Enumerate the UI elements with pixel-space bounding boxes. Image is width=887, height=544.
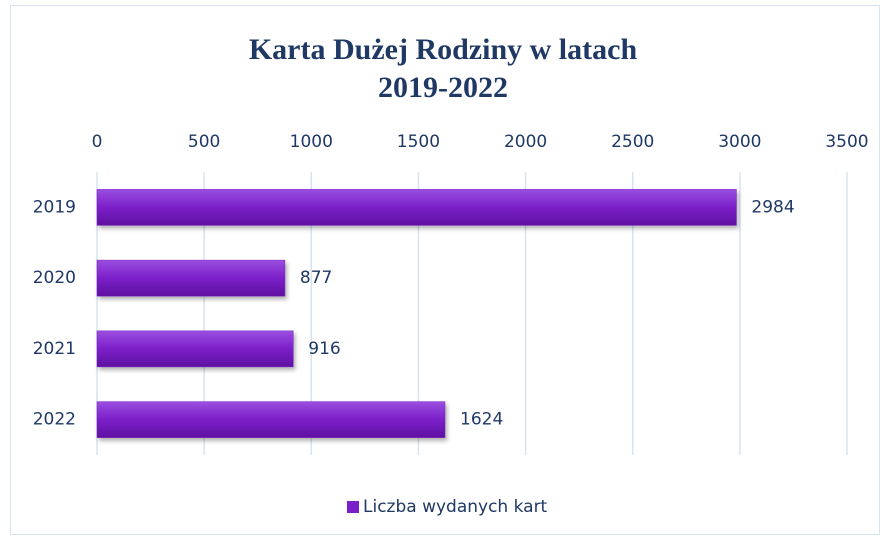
chart-title: 2019-2022 <box>378 71 508 104</box>
data-label: 877 <box>300 268 332 288</box>
bar <box>96 189 737 226</box>
x-tick-label: 2500 <box>611 132 654 152</box>
legend-label: Liczba wydanych kart <box>363 497 548 517</box>
y-tick-label: 2021 <box>33 339 76 359</box>
chart-title: Karta Dużej Rodziny w latach <box>249 33 638 66</box>
x-tick-label: 2000 <box>504 132 547 152</box>
bar <box>96 330 294 368</box>
y-tick-label: 2019 <box>33 197 76 217</box>
x-tick-label: 1000 <box>290 132 333 152</box>
x-tick-label: 3000 <box>718 132 761 152</box>
legend-swatch <box>347 501 359 513</box>
bar <box>96 259 286 297</box>
y-tick-label: 2022 <box>33 410 76 430</box>
x-tick-label: 1500 <box>397 132 440 152</box>
data-label: 1624 <box>460 410 503 430</box>
data-label: 2984 <box>751 197 794 217</box>
x-tick-label: 500 <box>188 132 220 152</box>
bar <box>96 401 446 438</box>
y-tick-label: 2020 <box>33 268 76 288</box>
x-tick-label: 0 <box>92 132 103 152</box>
x-tick-label: 3500 <box>825 132 868 152</box>
data-label: 916 <box>308 339 340 359</box>
